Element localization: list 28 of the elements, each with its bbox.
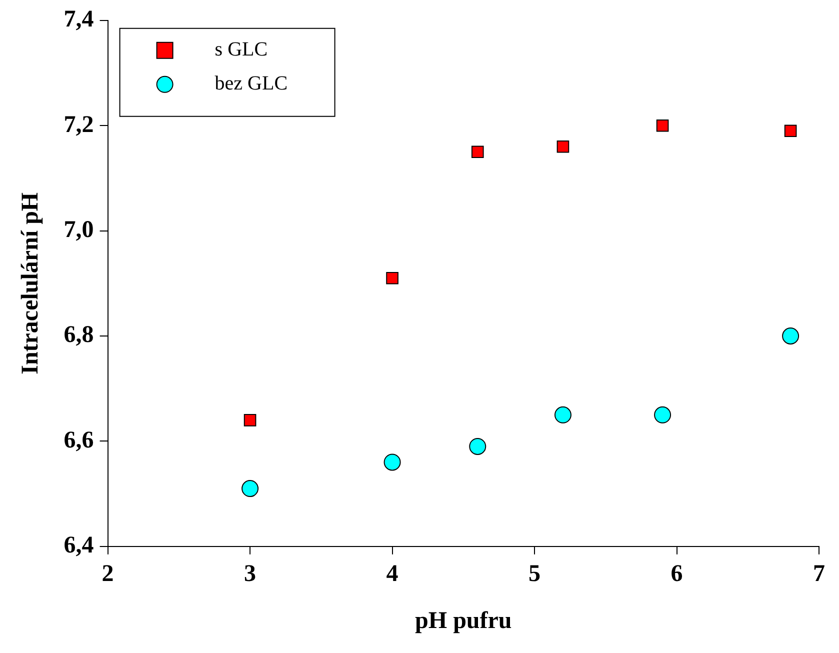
x-tick-label: 7 xyxy=(813,561,825,588)
x-tick-label: 5 xyxy=(528,561,541,588)
y-tick-label: 6,8 xyxy=(64,322,94,348)
y-axis-title: Intracelulární pH xyxy=(18,192,44,374)
point xyxy=(384,454,401,471)
point xyxy=(782,328,800,344)
y-tick-label: 7,2 xyxy=(64,112,94,138)
point xyxy=(654,406,672,424)
point xyxy=(656,119,669,132)
y-tick-label: 7,4 xyxy=(64,6,94,33)
legend-label: s GLC xyxy=(214,38,268,61)
y-tick-label: 6,6 xyxy=(64,427,94,454)
point xyxy=(784,124,797,138)
point xyxy=(471,146,484,158)
x-tick-label: 3 xyxy=(244,561,256,588)
point xyxy=(554,406,572,424)
y-tick-label: 7,0 xyxy=(64,217,94,244)
y-tick-label: 6,4 xyxy=(64,532,94,559)
point xyxy=(242,480,259,498)
point xyxy=(556,140,570,153)
x-tick-label: 4 xyxy=(386,561,398,588)
x-axis-title: pH pufru xyxy=(415,608,512,634)
legend-label: bez GLC xyxy=(214,72,288,95)
point xyxy=(244,414,256,426)
x-tick-label: 2 xyxy=(102,561,114,588)
point xyxy=(469,438,486,455)
point xyxy=(386,272,398,284)
x-tick-label: 6 xyxy=(670,561,683,588)
